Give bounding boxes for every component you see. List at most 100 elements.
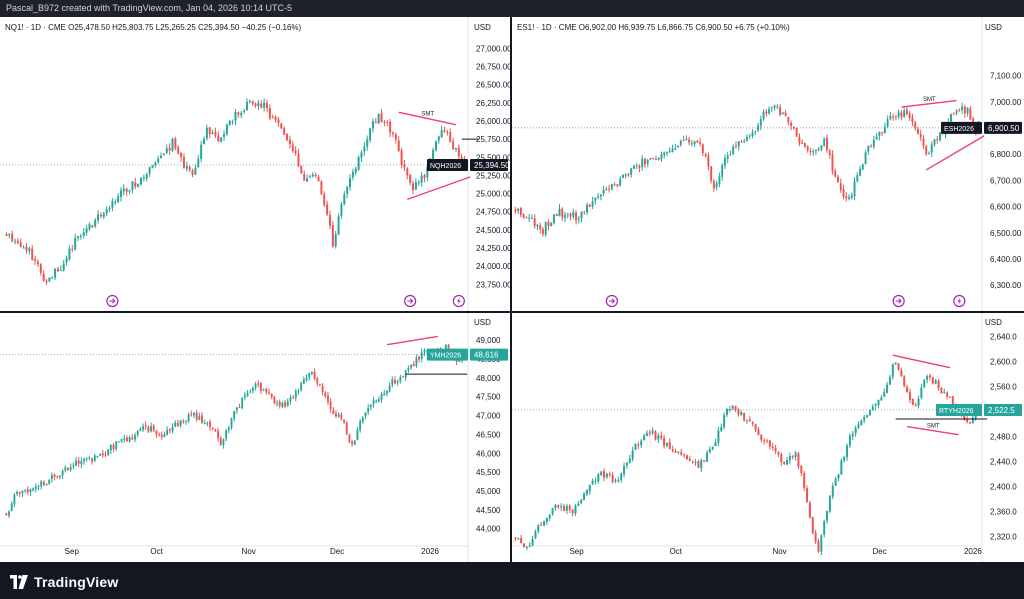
candle-body — [240, 112, 243, 116]
y-tick-label: 24,250.00 — [476, 244, 510, 253]
candle — [434, 140, 437, 152]
candle — [122, 184, 125, 196]
forward-event-icon[interactable] — [404, 294, 417, 308]
candle-body — [759, 119, 762, 126]
forward-event-icon[interactable] — [892, 294, 905, 308]
last-price-badge — [984, 121, 1022, 134]
candle — [177, 144, 180, 155]
lightning-event-icon[interactable] — [452, 294, 465, 308]
arrow-glyph — [895, 298, 902, 304]
candle-body — [371, 121, 374, 129]
candle-body — [715, 183, 718, 188]
candle — [50, 472, 53, 483]
candle — [780, 452, 783, 467]
candle-body — [863, 417, 866, 421]
candle-body — [281, 402, 284, 407]
candle-body — [412, 183, 415, 191]
candle — [685, 454, 688, 461]
candle — [854, 425, 857, 437]
candle-body — [846, 445, 849, 458]
chart-panel-nq[interactable]: 27,000.00 26,750.00 26,500.00 26,250.00 26,0… — [0, 17, 510, 311]
candle-body — [732, 146, 735, 155]
candle — [457, 144, 460, 161]
candle-body — [458, 360, 461, 362]
candle — [415, 354, 418, 368]
candle-body — [412, 364, 415, 366]
forward-event-icon[interactable] — [605, 294, 618, 308]
candle-body — [554, 504, 557, 509]
candle — [517, 537, 520, 540]
chart-panel-es[interactable]: 7,100.007,000.006,900.006,800.006,700.00… — [512, 17, 1024, 311]
candle — [660, 431, 663, 441]
candle — [265, 99, 268, 113]
candle — [171, 137, 174, 153]
candle-body — [128, 190, 131, 192]
candle-body — [311, 174, 314, 177]
candle — [788, 452, 791, 465]
forward-event-icon[interactable] — [106, 294, 119, 308]
candle — [568, 504, 571, 513]
candle — [262, 388, 265, 392]
candle-body — [817, 540, 820, 552]
chart-panel-rty[interactable]: 2,640.02,600.02,560.02,520.02,480.02,440… — [512, 313, 1024, 562]
candle-body — [958, 110, 961, 112]
x-tick-label: Nov — [242, 547, 256, 556]
candle — [634, 443, 637, 451]
candle-body — [93, 455, 96, 461]
candle-body — [415, 357, 418, 366]
candle — [665, 442, 668, 448]
candle — [926, 374, 929, 384]
candle-body — [332, 409, 335, 414]
candle — [897, 363, 900, 371]
candle-body — [951, 396, 954, 404]
candle-body — [845, 196, 848, 199]
candle — [238, 403, 241, 409]
candle-body — [329, 401, 332, 410]
candle-body — [751, 422, 754, 424]
trend-line — [398, 111, 457, 126]
candle — [97, 210, 100, 224]
candle — [243, 108, 246, 114]
candle-body — [588, 205, 591, 207]
candle — [369, 127, 372, 143]
candle — [770, 106, 773, 113]
candle — [254, 102, 257, 108]
candle-body — [740, 412, 743, 415]
candle-body — [112, 444, 115, 450]
candle-body — [273, 396, 276, 404]
candle — [32, 487, 35, 492]
candle — [791, 454, 794, 460]
lightning-event-icon[interactable] — [953, 294, 966, 308]
candle — [40, 479, 43, 490]
candle — [693, 140, 696, 148]
candle — [583, 211, 586, 215]
candle-body — [142, 426, 144, 430]
candle — [523, 543, 526, 548]
candle-body — [856, 175, 859, 182]
candle-body — [623, 465, 626, 475]
candle — [714, 438, 717, 447]
candle-body — [32, 488, 35, 491]
candle-body — [119, 190, 122, 197]
candle — [249, 389, 252, 394]
candle-body — [177, 147, 180, 154]
candle — [454, 147, 457, 153]
candle-body — [13, 494, 16, 505]
candle-body — [182, 421, 185, 423]
candle-body — [303, 174, 306, 181]
candle-body — [561, 208, 564, 218]
chart-panel-ym[interactable]: 49,00048,50048,00047,50047,00046,50046,0… — [0, 313, 510, 562]
candle-body — [597, 474, 600, 482]
candle-body — [577, 503, 580, 506]
candle — [908, 388, 911, 404]
candle — [303, 170, 306, 181]
candle-body — [743, 141, 746, 143]
candle — [657, 433, 660, 443]
candle — [284, 400, 287, 409]
candle — [99, 212, 102, 219]
candle — [860, 419, 863, 426]
candle-body — [723, 158, 726, 166]
candle-body — [131, 181, 134, 191]
candle-body — [305, 377, 308, 381]
candle-body — [366, 139, 369, 147]
